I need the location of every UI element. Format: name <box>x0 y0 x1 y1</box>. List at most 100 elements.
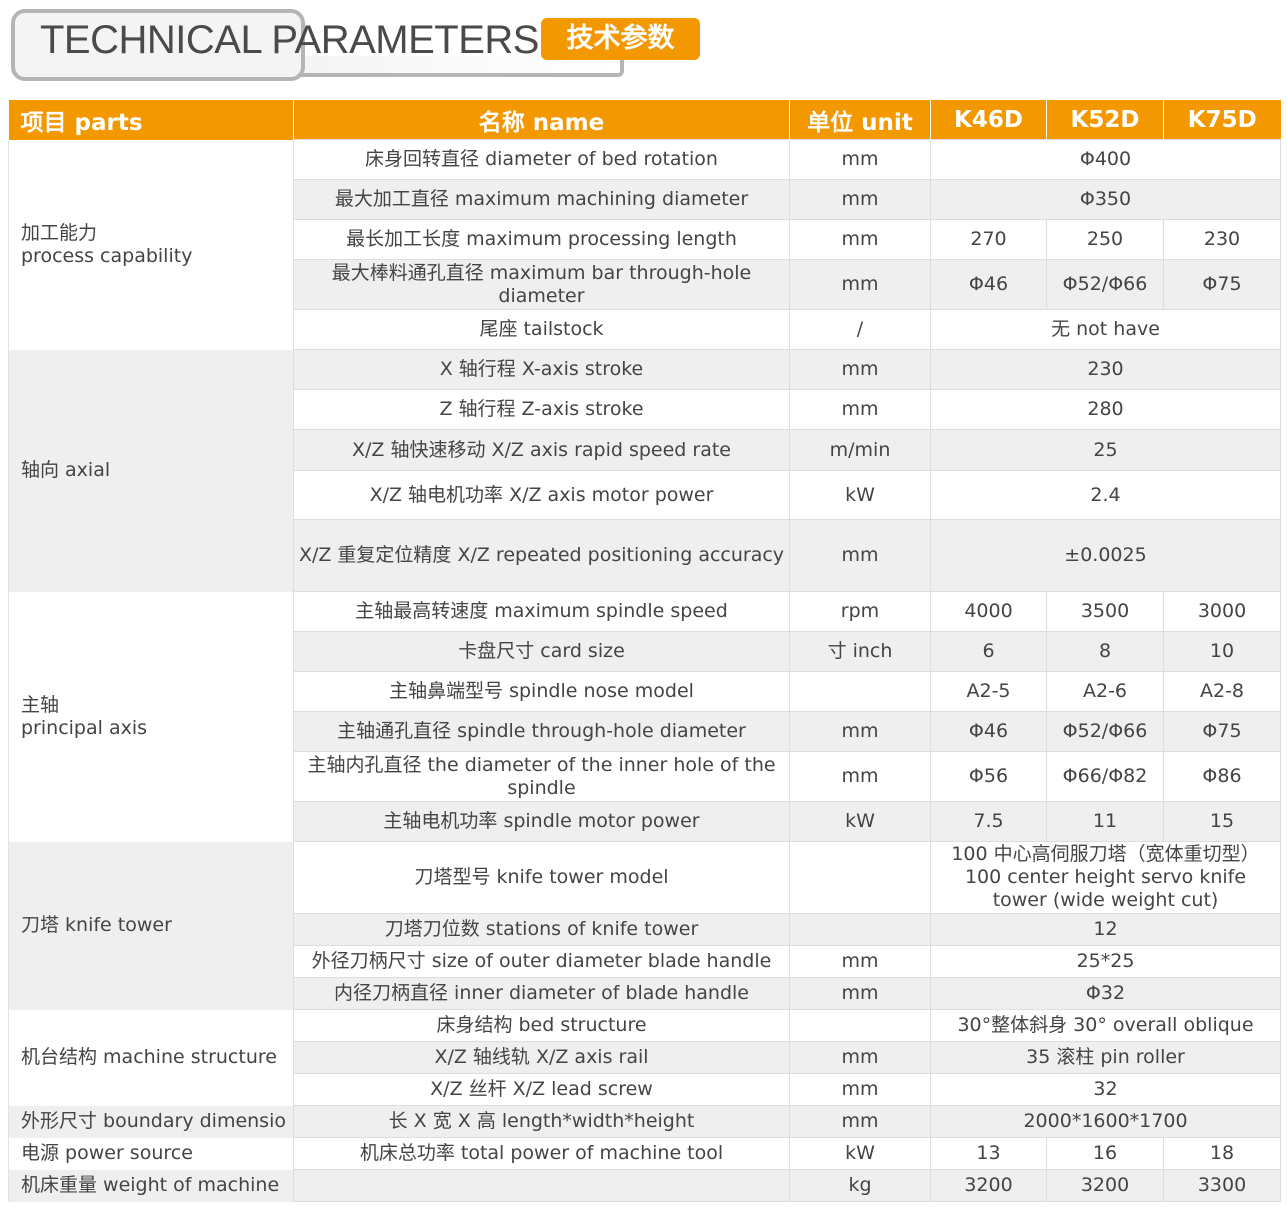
parameter-unit: kW <box>789 1137 931 1170</box>
parameters-table: 项目 parts 名称 name 单位 unit K46D K52D K75D … <box>8 100 1281 1202</box>
model-value: 15 <box>1163 801 1281 842</box>
model-value: Φ86 <box>1163 751 1281 802</box>
model-value: Φ75 <box>1163 711 1281 752</box>
table-row: 最大棒料通孔直径 maximum bar through-hole diamet… <box>9 259 1281 310</box>
parameter-unit <box>789 841 931 914</box>
shared-value: 25*25 <box>930 945 1281 978</box>
group-label: 刀塔 knife tower <box>8 841 294 1010</box>
parameter-name: X 轴行程 X-axis stroke <box>293 349 790 390</box>
parameter-unit: mm <box>789 139 931 180</box>
title-frame-tail <box>290 56 624 77</box>
parameter-name: 主轴鼻端型号 spindle nose model <box>293 671 790 712</box>
table-row: 轴向 axial X 轴行程 X-axis stroke mm 230 <box>8 349 1281 592</box>
model-value: A2-6 <box>1046 671 1164 712</box>
group-label: 机床重量 weight of machine <box>8 1169 294 1202</box>
parameter-unit: mm <box>789 259 931 310</box>
model-value: 3500 <box>1046 591 1164 632</box>
parameter-unit: mm <box>789 389 931 430</box>
group-label: 加工能力 process capability <box>8 139 294 350</box>
parameter-unit: kW <box>789 470 931 520</box>
page-title: TECHNICAL PARAMETERS <box>40 18 539 62</box>
table-row: X/Z 轴线轨 X/Z axis rail mm 35 滚柱 pin roller <box>9 1041 1281 1074</box>
shared-value: 35 滚柱 pin roller <box>930 1041 1281 1074</box>
model-value: Φ46 <box>930 711 1047 752</box>
shared-value: 无 not have <box>930 309 1281 350</box>
table-row: 最长加工长度 maximum processing length mm 270 250… <box>9 219 1281 260</box>
parameter-name: X/Z 重复定位精度 X/Z repeated positioning accu… <box>293 519 790 592</box>
parameter-name: X/Z 轴线轨 X/Z axis rail <box>293 1041 790 1074</box>
model-value: 18 <box>1163 1137 1281 1170</box>
parameter-name: 最长加工长度 maximum processing length <box>293 219 790 260</box>
shared-value: 100 中心高伺服刀塔（宽体重切型）100 center height serv… <box>930 841 1281 914</box>
parameter-unit: mm <box>789 1041 931 1074</box>
table-row: 主轴电机功率 spindle motor power kW 7.5 11 15 <box>9 801 1281 842</box>
parameter-name: 卡盘尺寸 card size <box>293 631 790 672</box>
shared-value: 32 <box>930 1073 1281 1106</box>
table-row: 内径刀柄直径 inner diameter of blade handle mm Φ… <box>9 977 1281 1010</box>
group-label: 电源 power source <box>8 1137 294 1170</box>
table-row: 主轴 principal axis 主轴最高转速度 maximum spindle… <box>8 591 1281 842</box>
shared-value: 280 <box>930 389 1281 430</box>
table-row: 加工能力 process capability 床身回转直径 diameter o… <box>8 139 1281 350</box>
parameter-unit: mm <box>789 219 931 260</box>
shared-value: Φ32 <box>930 977 1281 1010</box>
parameter-unit: kW <box>789 801 931 842</box>
table-row: 外形尺寸 boundary dimensio 长 X 宽 X 高 length*w… <box>8 1105 1281 1138</box>
model-value: 230 <box>1163 219 1281 260</box>
parameter-unit: mm <box>789 751 931 802</box>
title-badge: 技术参数 <box>541 18 700 60</box>
model-value: 3000 <box>1163 591 1281 632</box>
model-value: Φ52/Φ66 <box>1046 711 1164 752</box>
shared-value: 25 <box>930 429 1281 471</box>
model-value: Φ52/Φ66 <box>1046 259 1164 310</box>
parameter-name: X/Z 轴电机功率 X/Z axis motor power <box>293 470 790 520</box>
parameter-name <box>293 1169 790 1202</box>
parameter-name: 床身结构 bed structure <box>293 1009 790 1042</box>
shared-value: 2000*1600*1700 <box>930 1105 1281 1138</box>
model-value: 11 <box>1046 801 1164 842</box>
shared-value: ±0.0025 <box>930 519 1281 592</box>
model-value: 4000 <box>930 591 1047 632</box>
column-header-unit: 单位 unit <box>789 100 931 140</box>
parameter-unit: m/min <box>789 429 931 471</box>
model-value: 250 <box>1046 219 1164 260</box>
parameter-name: 尾座 tailstock <box>293 309 790 350</box>
table-row: 电源 power source 机床总功率 total power of mach… <box>8 1137 1281 1170</box>
model-value: 7.5 <box>930 801 1047 842</box>
model-value: 6 <box>930 631 1047 672</box>
group-label: 主轴 principal axis <box>8 591 294 842</box>
parameter-unit: mm <box>789 977 931 1010</box>
model-value: 16 <box>1046 1137 1164 1170</box>
table-row: X/Z 轴电机功率 X/Z axis motor power kW 2.4 <box>9 470 1281 520</box>
group-label: 机台结构 machine structure <box>8 1009 294 1106</box>
table-row: X/Z 丝杆 X/Z lead screw mm 32 <box>9 1073 1281 1106</box>
model-value: 3200 <box>930 1169 1047 1202</box>
table-row: 尾座 tailstock / 无 not have <box>9 309 1281 350</box>
title-frame <box>11 9 305 81</box>
parameter-unit: mm <box>789 179 931 220</box>
shared-value: 2.4 <box>930 470 1281 520</box>
parameter-unit <box>789 913 931 946</box>
column-header-name: 名称 name <box>293 100 790 140</box>
model-value: 270 <box>930 219 1047 260</box>
model-value: 10 <box>1163 631 1281 672</box>
shared-value: 30°整体斜身 30° overall oblique <box>930 1009 1281 1042</box>
parameter-unit: mm <box>789 945 931 978</box>
column-header-k46d: K46D <box>930 100 1047 140</box>
parameter-name: 外径刀柄尺寸 size of outer diameter blade hand… <box>293 945 790 978</box>
shared-value: Φ400 <box>930 139 1281 180</box>
table-row: 刀塔刀位数 stations of knife tower 12 <box>9 913 1281 946</box>
parameter-unit: rpm <box>789 591 931 632</box>
parameter-name: 长 X 宽 X 高 length*width*height <box>293 1105 790 1138</box>
table-row: 外径刀柄尺寸 size of outer diameter blade hand… <box>9 945 1281 978</box>
model-value: Φ75 <box>1163 259 1281 310</box>
parameter-name: X/Z 丝杆 X/Z lead screw <box>293 1073 790 1106</box>
parameter-unit: / <box>789 309 931 350</box>
table-header-row: 项目 parts 名称 name 单位 unit K46D K52D K75D <box>8 100 1281 140</box>
parameter-unit <box>789 671 931 712</box>
parameter-name: 内径刀柄直径 inner diameter of blade handle <box>293 977 790 1010</box>
model-value: 3200 <box>1046 1169 1164 1202</box>
table-row: 刀塔 knife tower 刀塔型号 knife tower model 100 … <box>8 841 1281 1010</box>
group-label: 外形尺寸 boundary dimensio <box>8 1105 294 1138</box>
table-row: 最大加工直径 maximum machining diameter mm Φ350 <box>9 179 1281 220</box>
